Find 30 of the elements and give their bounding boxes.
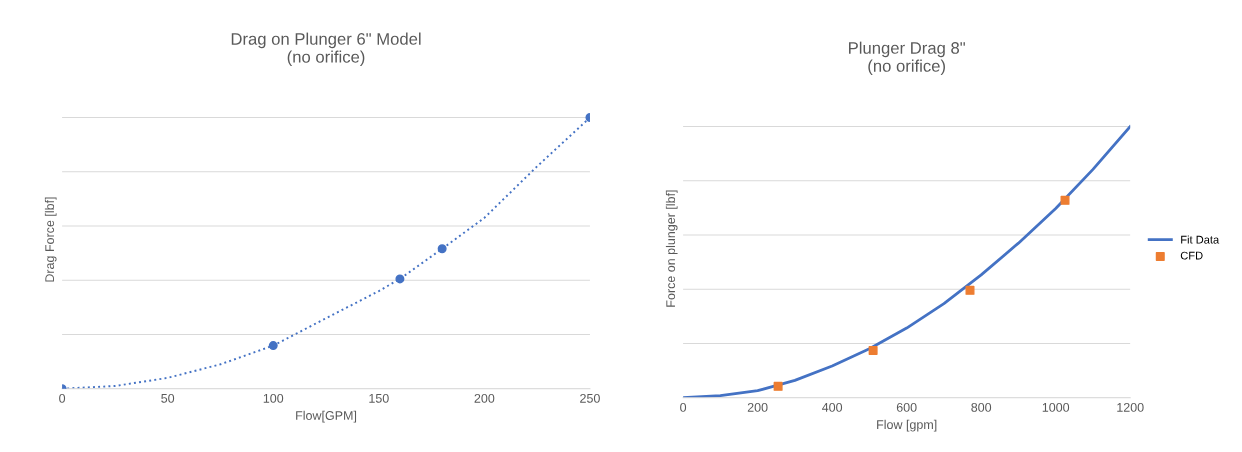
x-tick-label: 600: [896, 402, 917, 412]
y-axis-title: Force on plunger [lbf]: [665, 190, 678, 307]
x-tick-label: 250: [580, 393, 600, 403]
legend-label: Fit Data: [1181, 235, 1220, 244]
x-tick-label: 400: [822, 402, 843, 412]
x-tick-label: 100: [263, 393, 284, 403]
x-tick-label: 1200: [1117, 402, 1144, 412]
y-axis-title: Drag Force [lbf]: [44, 197, 57, 282]
x-tick-label: 800: [971, 402, 992, 412]
point: [395, 274, 405, 284]
point: [965, 285, 975, 295]
point: [268, 341, 278, 351]
point: [1060, 195, 1070, 205]
x-tick-label: 1000: [1042, 402, 1070, 412]
x-tick-label: 0: [59, 393, 66, 403]
chart-subtitle: (no orifice): [287, 50, 365, 67]
legend-label: CFD: [1180, 251, 1203, 260]
point: [437, 244, 447, 254]
x-tick-label: 150: [369, 393, 389, 403]
chart-title: Plunger Drag 8": [849, 41, 965, 58]
x-axis-title: Flow[GPM]: [296, 410, 357, 423]
point: [773, 381, 783, 391]
chart-subtitle: (no orifice): [868, 59, 945, 76]
x-axis-title: Flow [gpm]: [877, 419, 937, 432]
x-tick-label: 200: [474, 393, 495, 403]
point: [868, 346, 878, 356]
x-tick-label: 50: [161, 393, 175, 403]
x-tick-label: 200: [747, 402, 768, 412]
x-tick-label: 0: [680, 402, 687, 412]
chart-title: Drag on Plunger 6" Model: [231, 32, 421, 49]
